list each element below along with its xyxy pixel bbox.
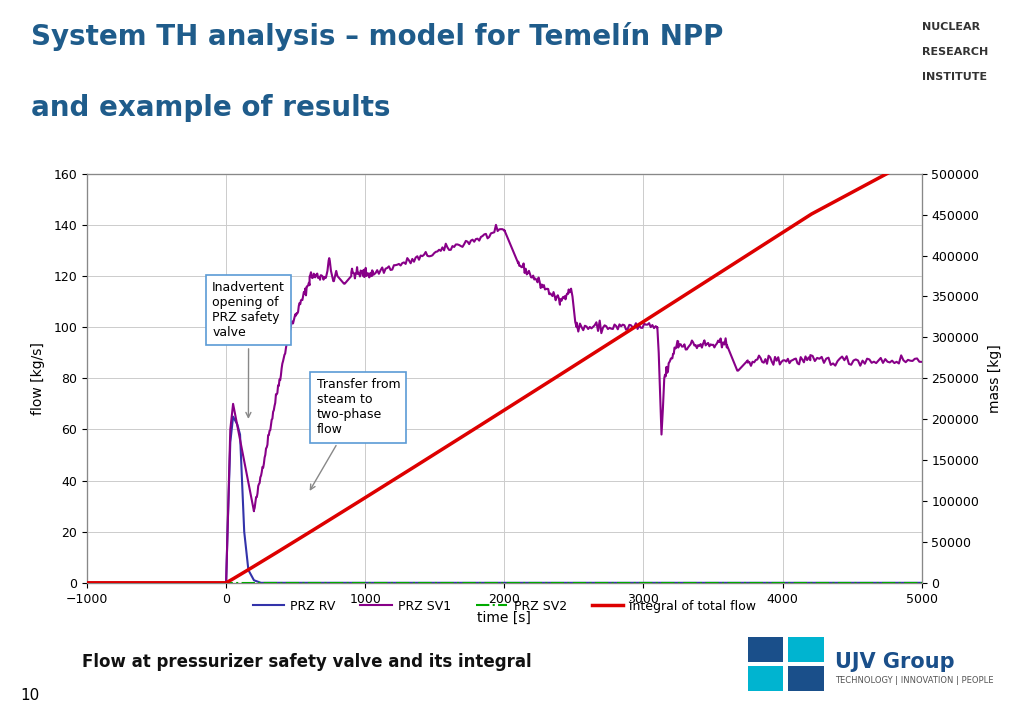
PRZ SV1 bbox=[489, 221, 502, 230]
integral of total flow bbox=[915, 151, 928, 159]
Line: PRZ SV1: PRZ SV1 bbox=[87, 225, 922, 583]
PRZ SV1 bbox=[915, 358, 928, 366]
PRZ SV1 bbox=[897, 356, 909, 365]
Legend: PRZ RV, PRZ SV1, PRZ SV2, integral of total flow: PRZ RV, PRZ SV1, PRZ SV2, integral of to… bbox=[248, 595, 761, 618]
PRZ SV2 bbox=[81, 578, 93, 587]
PRZ RV bbox=[81, 578, 93, 587]
PRZ SV2 bbox=[574, 578, 587, 587]
integral of total flow bbox=[81, 578, 93, 587]
integral of total flow bbox=[638, 316, 650, 325]
integral of total flow bbox=[228, 573, 241, 582]
Text: Flow at pressurizer safety valve and its integral: Flow at pressurizer safety valve and its… bbox=[82, 654, 532, 671]
PRZ RV bbox=[493, 578, 505, 587]
Text: 10: 10 bbox=[20, 688, 40, 702]
PRZ SV2 bbox=[578, 578, 590, 587]
Text: INSTITUTE: INSTITUTE bbox=[922, 72, 987, 83]
PRZ SV1 bbox=[798, 358, 810, 366]
PRZ RV bbox=[89, 578, 101, 587]
X-axis label: time [s]: time [s] bbox=[477, 611, 531, 625]
Text: Transfer from
steam to
two-phase
flow: Transfer from steam to two-phase flow bbox=[310, 378, 400, 489]
PRZ SV1 bbox=[520, 270, 532, 279]
Line: integral of total flow: integral of total flow bbox=[87, 155, 922, 583]
PRZ SV2 bbox=[838, 578, 850, 587]
PRZ SV1 bbox=[233, 433, 246, 442]
Text: and example of results: and example of results bbox=[31, 94, 390, 122]
PRZ SV1 bbox=[81, 578, 93, 587]
PRZ SV2 bbox=[915, 578, 928, 587]
Text: RESEARCH: RESEARCH bbox=[922, 47, 988, 57]
Text: UJV Group: UJV Group bbox=[835, 652, 954, 673]
Text: NUCLEAR: NUCLEAR bbox=[922, 22, 980, 32]
PRZ RV bbox=[790, 578, 802, 587]
PRZ RV bbox=[915, 578, 928, 587]
PRZ SV2 bbox=[784, 578, 797, 587]
PRZ RV bbox=[227, 412, 240, 421]
Text: System TH analysis – model for Temelín NPP: System TH analysis – model for Temelín N… bbox=[31, 22, 723, 51]
integral of total flow bbox=[296, 533, 308, 542]
integral of total flow bbox=[572, 358, 585, 367]
PRZ RV bbox=[195, 578, 207, 587]
PRZ SV1 bbox=[699, 341, 712, 350]
Line: PRZ RV: PRZ RV bbox=[87, 416, 922, 583]
Y-axis label: mass [kg]: mass [kg] bbox=[988, 344, 1001, 413]
PRZ RV bbox=[168, 578, 180, 587]
integral of total flow bbox=[459, 431, 471, 439]
integral of total flow bbox=[710, 272, 722, 280]
Text: TECHNOLOGY | INNOVATION | PEOPLE: TECHNOLOGY | INNOVATION | PEOPLE bbox=[835, 676, 993, 685]
Y-axis label: flow [kg/s]: flow [kg/s] bbox=[31, 342, 45, 415]
PRZ SV2 bbox=[592, 578, 604, 587]
PRZ RV bbox=[210, 578, 222, 587]
PRZ SV1 bbox=[492, 227, 504, 235]
Text: Inadvertent
opening of
PRZ safety
valve: Inadvertent opening of PRZ safety valve bbox=[212, 281, 285, 418]
PRZ SV2 bbox=[84, 578, 96, 587]
